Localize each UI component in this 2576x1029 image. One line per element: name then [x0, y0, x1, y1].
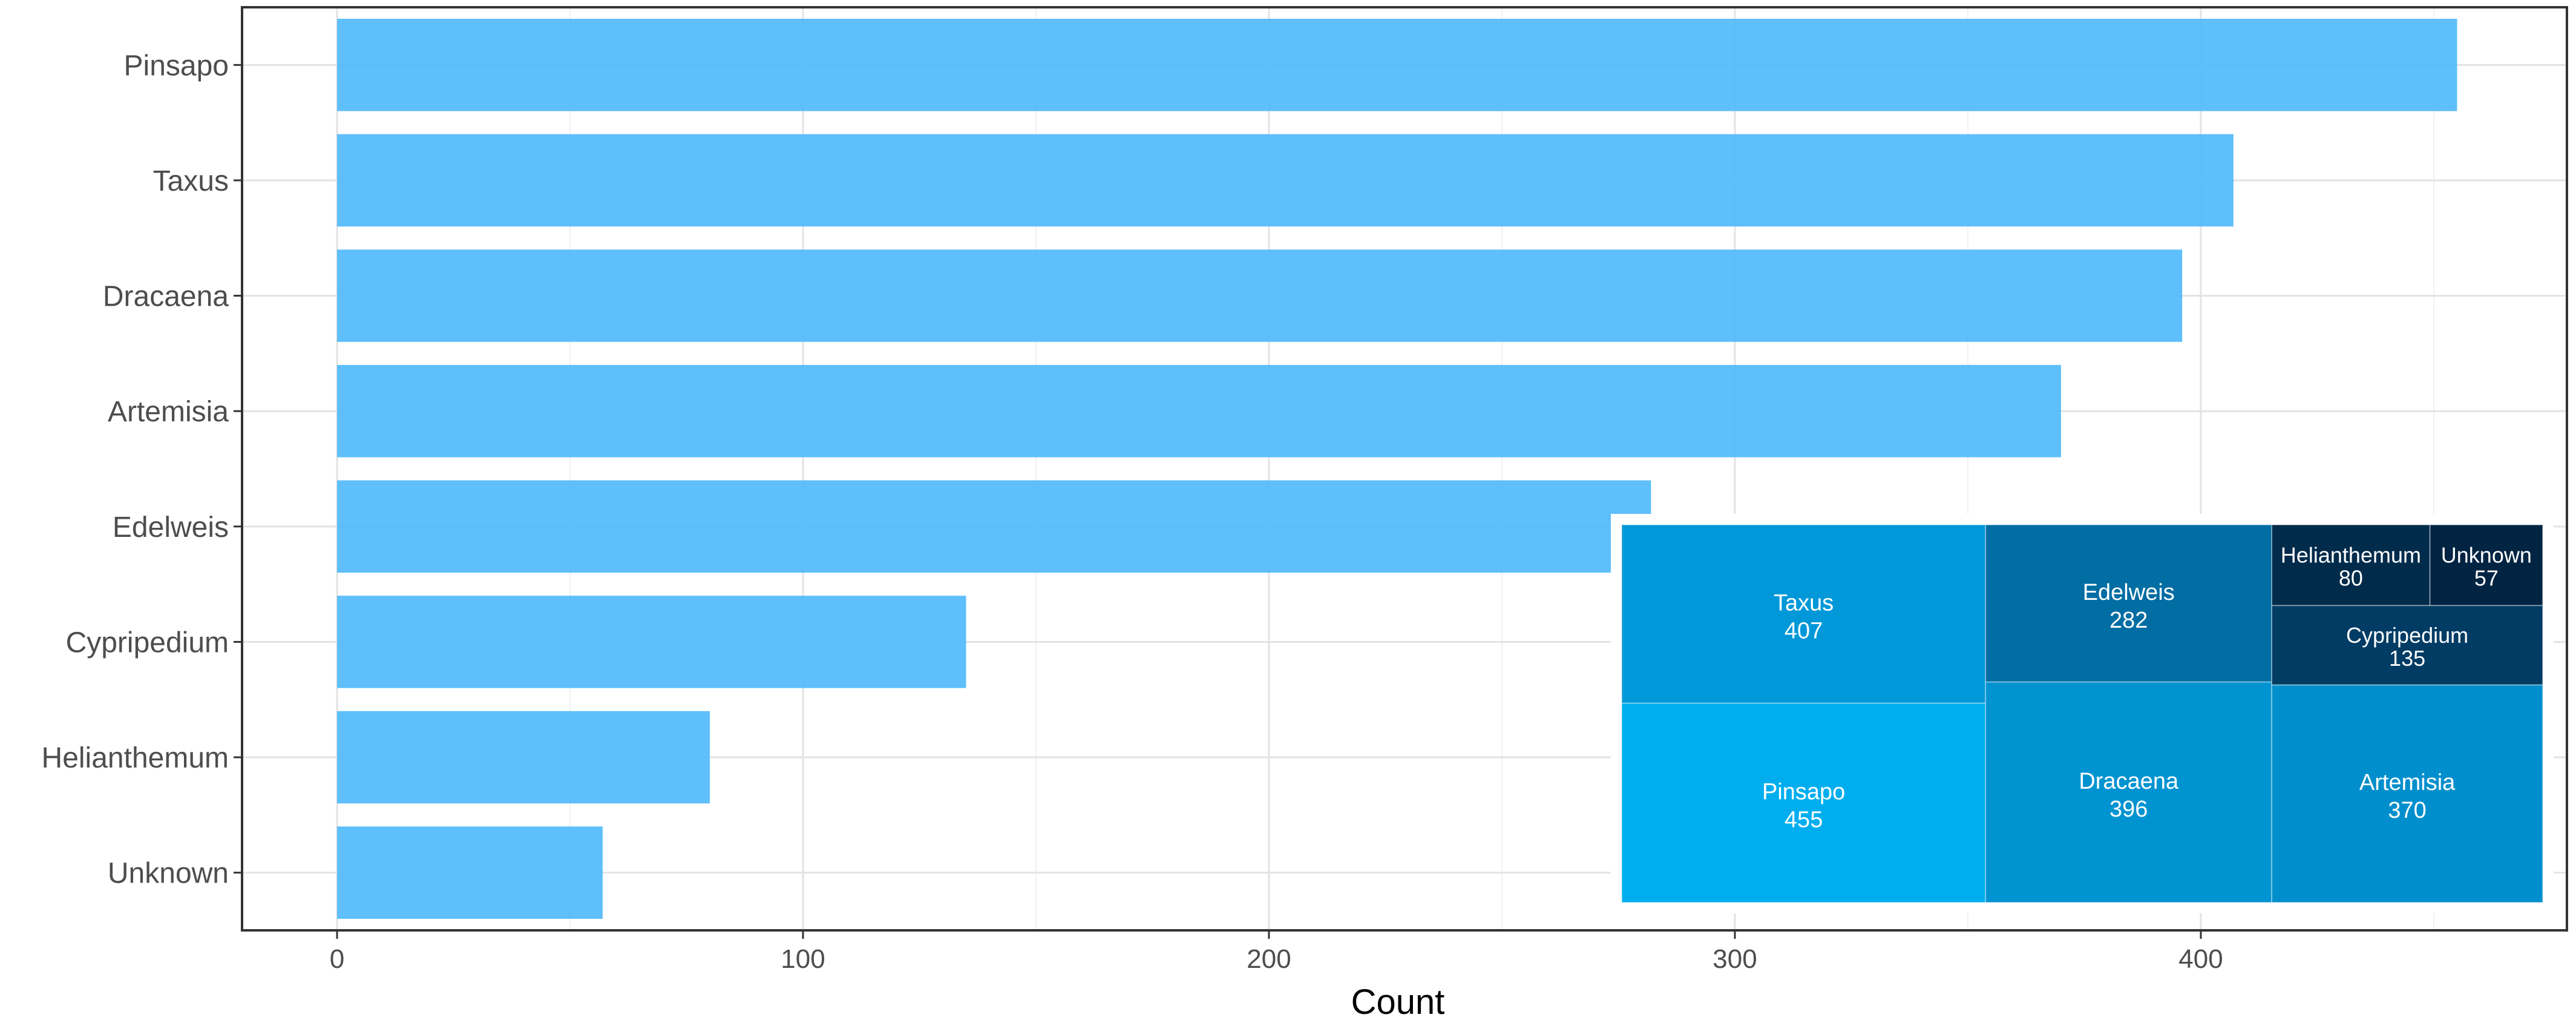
y-tick-label: Helianthemum [42, 742, 229, 774]
treemap-label-taxus: Taxus [1774, 590, 1834, 616]
y-tick-label: Cypripedium [66, 626, 229, 659]
treemap-cell-helianthemum [2271, 524, 2431, 607]
bar-taxus [337, 134, 2234, 227]
treemap-value-artemisia: 370 [2388, 798, 2426, 823]
treemap-value-edelweis: 282 [2109, 608, 2148, 633]
y-tick-label: Dracaena [103, 281, 229, 313]
x-axis-title: Count [1351, 982, 1445, 1022]
x-tick-label: 100 [781, 944, 825, 974]
treemap-label-pinsapo: Pinsapo [1762, 779, 1845, 804]
y-axis: Pinsapo Taxus Dracaena Artemisia Edelweis Cyp… [42, 50, 242, 890]
treemap-label-helianthemum: Helianthemum [2281, 543, 2421, 568]
treemap-cell-edelweis [1985, 524, 2273, 683]
treemap-cell-artemisia [2271, 684, 2543, 903]
bar-cypripedium [337, 596, 966, 688]
x-tick-label: 0 [330, 944, 344, 974]
bar-unknown [337, 826, 603, 919]
bar-dracaena [337, 249, 2183, 342]
treemap-label-cypripedium: Cypripedium [2346, 623, 2468, 648]
x-tick-label: 200 [1247, 944, 1291, 974]
treemap-label-edelweis: Edelweis [2083, 580, 2175, 605]
y-tick-label: Taxus [153, 165, 229, 197]
treemap-label-unknown: Unknown [2441, 543, 2532, 568]
treemap-cell-cypripedium [2271, 605, 2543, 686]
y-tick-label: Pinsapo [124, 50, 229, 82]
treemap-label-artemisia: Artemisia [2359, 770, 2456, 795]
bar-artemisia [337, 364, 2061, 458]
treemap-cell-pinsapo [1621, 702, 1987, 903]
plot-panel-border [241, 6, 2568, 932]
y-tick-label: Artemisia [108, 396, 229, 428]
bar-helianthemum [337, 711, 710, 804]
bars [337, 19, 2457, 919]
x-tick-label: 400 [2178, 944, 2223, 974]
bar-edelweis [337, 480, 1651, 573]
treemap-value-pinsapo: 455 [1785, 807, 1823, 832]
treemap-value-unknown: 57 [2474, 566, 2499, 591]
bar-pinsapo [337, 19, 2457, 111]
treemap-value-taxus: 407 [1785, 618, 1823, 643]
treemap-value-helianthemum: 80 [2339, 566, 2363, 591]
x-tick-label: 300 [1712, 944, 1757, 974]
treemap-value-dracaena: 396 [2109, 797, 2148, 822]
treemap-label-dracaena: Dracaena [2079, 769, 2179, 794]
treemap-cell-taxus [1621, 524, 1987, 704]
treemap-cell-unknown [2429, 524, 2543, 607]
y-tick-label: Edelweis [113, 511, 229, 544]
treemap-value-cypripedium: 135 [2389, 646, 2425, 671]
x-axis: 0 100 200 300 400 [330, 930, 2223, 974]
y-tick-label: Unknown [108, 858, 229, 890]
